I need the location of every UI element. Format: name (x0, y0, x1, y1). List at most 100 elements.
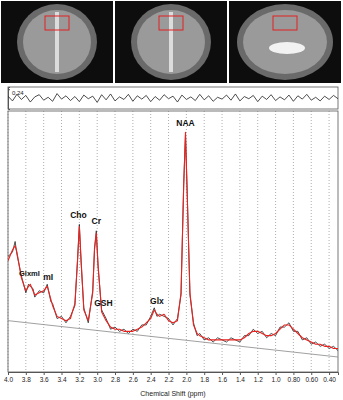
tick-label: 3.0 (93, 376, 102, 383)
grid-line (132, 111, 133, 372)
plot-frame (8, 87, 338, 109)
chart-panel: 4.0 3.8 3.6 3.4 3.2 3.0 2.8 2.6 2.4 2.2 2.0 1.8 1.6 1… (4, 111, 339, 398)
grid-line (329, 111, 330, 372)
x-axis-title: Chemical Shift (ppm) (140, 390, 205, 398)
voxel (45, 16, 69, 30)
tick: 0.24 (8, 90, 24, 96)
tick-label: 0.40 (323, 376, 336, 383)
grid-line (61, 111, 62, 372)
tick-label: 3.4 (57, 376, 66, 383)
tick-label: 1.2 (254, 376, 263, 383)
grid-line (222, 111, 223, 372)
image-background (115, 1, 227, 83)
tick: 3.4 (57, 372, 66, 383)
midline (169, 12, 173, 72)
tick-mark (115, 372, 116, 375)
grid-line (311, 111, 312, 372)
tick-mark (97, 372, 98, 375)
peak-label: GlxmI (19, 269, 40, 278)
tick: 1.2 (254, 372, 263, 383)
peak-label: Cr (92, 216, 102, 226)
tick-label: 1.6 (218, 376, 227, 383)
tick-label: 2.8 (111, 376, 120, 383)
tick-mark (204, 372, 205, 375)
tick-label: 1.4 (236, 376, 245, 383)
tick-mark (151, 372, 152, 375)
mri-axial (1, 1, 113, 83)
series-line (8, 94, 338, 103)
tick-mark (186, 372, 187, 375)
figure: 0.24 4.0 3.8 3.6 3.4 3.2 3.0 2.8 2.6 2.4 2.2 2.0 1.8… (0, 0, 343, 400)
tick: 2.4 (147, 372, 156, 383)
tick: 4.0 (4, 372, 13, 383)
tick-mark (169, 372, 170, 375)
tick-mark (79, 372, 80, 375)
mri-sagittal (229, 1, 341, 83)
grid-line (293, 111, 294, 372)
series-line (8, 321, 338, 357)
chart-panel: 0.24 (8, 87, 338, 110)
tick-mark (240, 372, 241, 375)
tick-label: 1.0 (272, 376, 281, 383)
tick: 2.0 (182, 372, 191, 383)
tick-label: 2.6 (129, 376, 138, 383)
tick: 0.60 (305, 372, 318, 383)
tick-label: 0.60 (305, 376, 318, 383)
tick-label: 2.2 (165, 376, 174, 383)
tick: 1.8 (200, 372, 209, 383)
corpus-callosum (269, 42, 305, 54)
x-axis: 4.0 3.8 3.6 3.4 3.2 3.0 2.8 2.6 2.4 2.2 2.0 1.8 1.6 1… (4, 372, 339, 383)
grid-line (168, 111, 169, 372)
tick-mark (44, 372, 45, 375)
series-line (8, 132, 338, 348)
peak-label: mI (43, 272, 53, 282)
peak-label: Glx (150, 296, 164, 306)
peak-label: NAA (176, 118, 194, 128)
tick-mark (258, 372, 259, 375)
tick: 1.6 (218, 372, 227, 383)
tick-label: 2.4 (147, 376, 156, 383)
tick-label: 2.0 (182, 376, 191, 383)
plot-frame (8, 111, 338, 372)
tick: 2.8 (111, 372, 120, 383)
grid-line (8, 111, 9, 372)
grid-line (204, 111, 205, 372)
series-line (8, 135, 338, 351)
tick-mark (26, 372, 27, 375)
brain (131, 4, 211, 80)
grid-line (43, 111, 44, 372)
tick-mark (276, 372, 277, 375)
tick-label: 3.6 (40, 376, 49, 383)
tick: 3.0 (93, 372, 102, 383)
tick: 3.2 (75, 372, 84, 383)
tick-label: 3.8 (22, 376, 31, 383)
tick-mark (293, 372, 294, 375)
tick-label: 3.2 (75, 376, 84, 383)
grid-line (239, 111, 240, 372)
tick: 0.80 (288, 372, 301, 383)
tick-mark (8, 372, 9, 375)
series-group (8, 132, 338, 357)
tick-mark (222, 372, 223, 375)
brain-inner (137, 10, 205, 74)
tick: 3.8 (22, 372, 31, 383)
tick-label: 4.0 (4, 376, 13, 383)
tick: 0.40 (323, 372, 336, 383)
tick: 2.2 (165, 372, 174, 383)
axis-line (9, 373, 339, 376)
brain (17, 4, 97, 80)
tick-mark (329, 372, 330, 375)
grid-line (150, 111, 151, 372)
midline (55, 12, 59, 72)
tick: 1.4 (236, 372, 245, 383)
tick-mark (62, 372, 63, 375)
tick-label: 0.24 (12, 90, 24, 96)
brain (237, 4, 333, 80)
voxel (273, 16, 297, 30)
tick-label: 1.8 (200, 376, 209, 383)
peak-label: GSH (94, 298, 112, 308)
tick: 2.6 (129, 372, 138, 383)
image-background (229, 1, 341, 83)
series-group (8, 94, 338, 103)
tick: 1.0 (272, 372, 281, 383)
